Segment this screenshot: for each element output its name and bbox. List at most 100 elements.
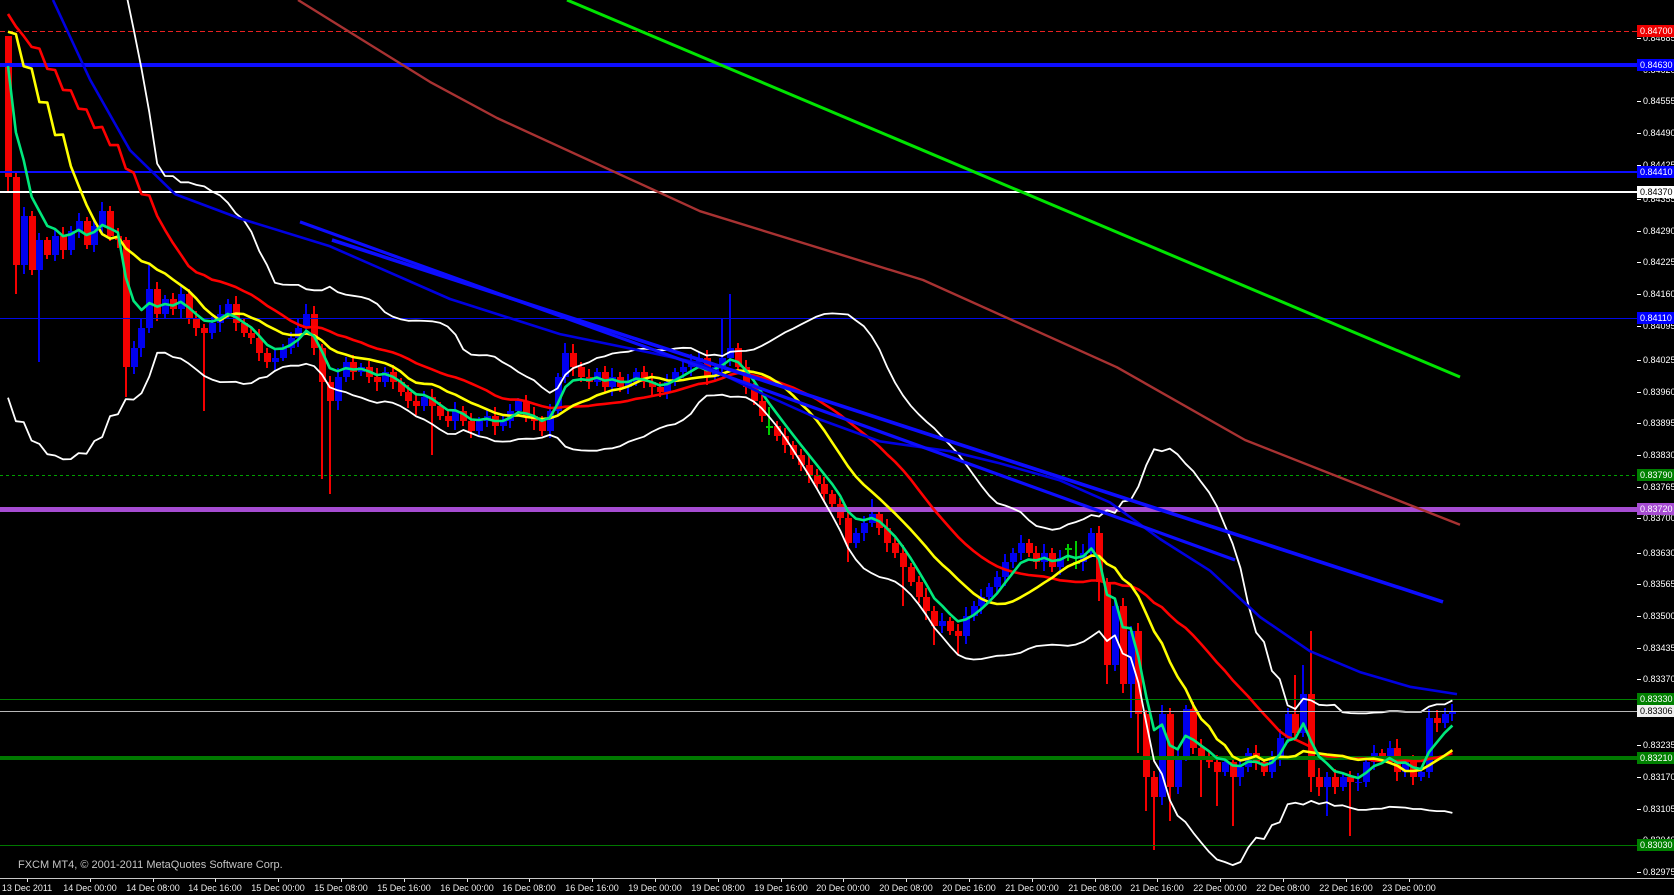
price-badge: 0.83790 <box>1637 469 1674 481</box>
time-tick <box>1346 879 1347 882</box>
price-tick <box>1637 101 1641 102</box>
price-tick-label: 0.84290 <box>1643 226 1674 236</box>
time-tick-label: 14 Dec 08:00 <box>126 883 180 893</box>
time-tick <box>1220 879 1221 882</box>
time-tick-label: 14 Dec 00:00 <box>63 883 117 893</box>
time-axis-separator <box>0 878 1674 879</box>
price-tick <box>1637 231 1641 232</box>
time-tick-label: 19 Dec 16:00 <box>754 883 808 893</box>
price-tick <box>1637 423 1641 424</box>
time-tick-label: 22 Dec 00:00 <box>1193 883 1247 893</box>
price-tick-label: 0.83370 <box>1643 674 1674 684</box>
price-tick-label: 0.83830 <box>1643 450 1674 460</box>
price-badge: 0.83330 <box>1637 693 1674 705</box>
ma-mid-yellow <box>7 30 1454 773</box>
price-tick-label: 0.84225 <box>1643 257 1674 267</box>
price-tick <box>1637 518 1641 519</box>
price-tick <box>1637 165 1641 166</box>
time-tick <box>529 879 530 882</box>
price-tick-label: 0.83895 <box>1643 418 1674 428</box>
price-tick <box>1637 553 1641 554</box>
time-tick <box>592 879 593 882</box>
price-tick-label: 0.83235 <box>1643 740 1674 750</box>
time-tick <box>215 879 216 882</box>
mt4-watermark: FXCM MT4, © 2001-2011 MetaQuotes Softwar… <box>18 859 283 871</box>
price-badge: 0.84110 <box>1637 312 1674 324</box>
time-tick-label: 16 Dec 16:00 <box>565 883 619 893</box>
price-tick <box>1637 616 1641 617</box>
time-axis[interactable]: 13 Dec 2011 14 Dec 00:00 14 Dec 08:00 14 De… <box>0 879 1674 895</box>
price-badge: 0.84370 <box>1637 186 1674 198</box>
time-tick-label: 15 Dec 00:00 <box>251 883 305 893</box>
time-tick-label: 13 Dec 2011 <box>1 883 53 893</box>
time-tick-label: 20 Dec 00:00 <box>816 883 870 893</box>
time-tick-label: 22 Dec 08:00 <box>1256 883 1310 893</box>
time-tick-label: 23 Dec 00:00 <box>1382 883 1436 893</box>
time-tick-label: 21 Dec 08:00 <box>1068 883 1122 893</box>
price-tick-label: 0.83700 <box>1643 513 1674 523</box>
price-tick <box>1637 777 1641 778</box>
time-tick-label: 15 Dec 08:00 <box>314 883 368 893</box>
time-tick <box>1283 879 1284 882</box>
long-ma-green-diagonal <box>566 0 1461 379</box>
price-tick-label: 0.83630 <box>1643 548 1674 558</box>
price-tick <box>1637 326 1641 327</box>
time-tick-label: 21 Dec 00:00 <box>1005 883 1059 893</box>
price-tick <box>1637 360 1641 361</box>
time-tick <box>341 879 342 882</box>
price-tick <box>1637 648 1641 649</box>
price-tick-label: 0.83765 <box>1643 482 1674 492</box>
time-tick-label: 21 Dec 16:00 <box>1130 883 1184 893</box>
price-badge: 0.83030 <box>1637 839 1674 851</box>
price-tick <box>1637 745 1641 746</box>
price-tick-label: 0.83170 <box>1643 772 1674 782</box>
chart-plot-area[interactable] <box>0 0 1637 878</box>
price-badge: 0.84630 <box>1637 59 1674 71</box>
price-tick-label: 0.83500 <box>1643 611 1674 621</box>
time-tick-label: 14 Dec 16:00 <box>188 883 242 893</box>
price-badge: 0.83306 <box>1637 705 1674 717</box>
horizontal-lines-layer[interactable] <box>0 31 1637 846</box>
time-tick <box>1095 879 1096 882</box>
price-tick-label: 0.84025 <box>1643 355 1674 365</box>
time-tick <box>718 879 719 882</box>
price-tick <box>1637 872 1641 873</box>
price-tick <box>1637 455 1641 456</box>
time-tick <box>27 879 28 882</box>
time-tick-label: 16 Dec 00:00 <box>440 883 494 893</box>
time-tick <box>969 879 970 882</box>
time-tick <box>153 879 154 882</box>
price-tick-label: 0.84425 <box>1643 160 1674 170</box>
price-tick <box>1637 392 1641 393</box>
price-tick <box>1637 809 1641 810</box>
time-tick <box>467 879 468 882</box>
time-tick <box>781 879 782 882</box>
time-tick <box>1409 879 1410 882</box>
time-tick <box>655 879 656 882</box>
candles-layer <box>5 36 1456 850</box>
price-tick-label: 0.84160 <box>1643 289 1674 299</box>
price-tick-label: 0.84685 <box>1643 33 1674 43</box>
price-tick-label: 0.82975 <box>1643 867 1674 877</box>
trendline-2[interactable] <box>299 220 1236 562</box>
price-tick <box>1637 262 1641 263</box>
time-tick-label: 19 Dec 00:00 <box>628 883 682 893</box>
price-tick-label: 0.83105 <box>1643 804 1674 814</box>
price-tick <box>1637 38 1641 39</box>
time-tick-label: 22 Dec 16:00 <box>1319 883 1373 893</box>
time-tick <box>90 879 91 882</box>
time-tick <box>1032 879 1033 882</box>
time-tick-label: 20 Dec 16:00 <box>942 883 996 893</box>
price-badge: 0.84700 <box>1637 25 1674 37</box>
price-tick <box>1637 294 1641 295</box>
long-ma-firebrick-diagonal <box>297 0 1461 526</box>
price-badge: 0.84410 <box>1637 166 1674 178</box>
price-tick <box>1637 199 1641 200</box>
price-tick <box>1637 679 1641 680</box>
price-tick-label: 0.83565 <box>1643 579 1674 589</box>
price-tick <box>1637 584 1641 585</box>
time-tick <box>1157 879 1158 882</box>
price-tick <box>1637 487 1641 488</box>
price-tick-label: 0.84555 <box>1643 96 1674 106</box>
